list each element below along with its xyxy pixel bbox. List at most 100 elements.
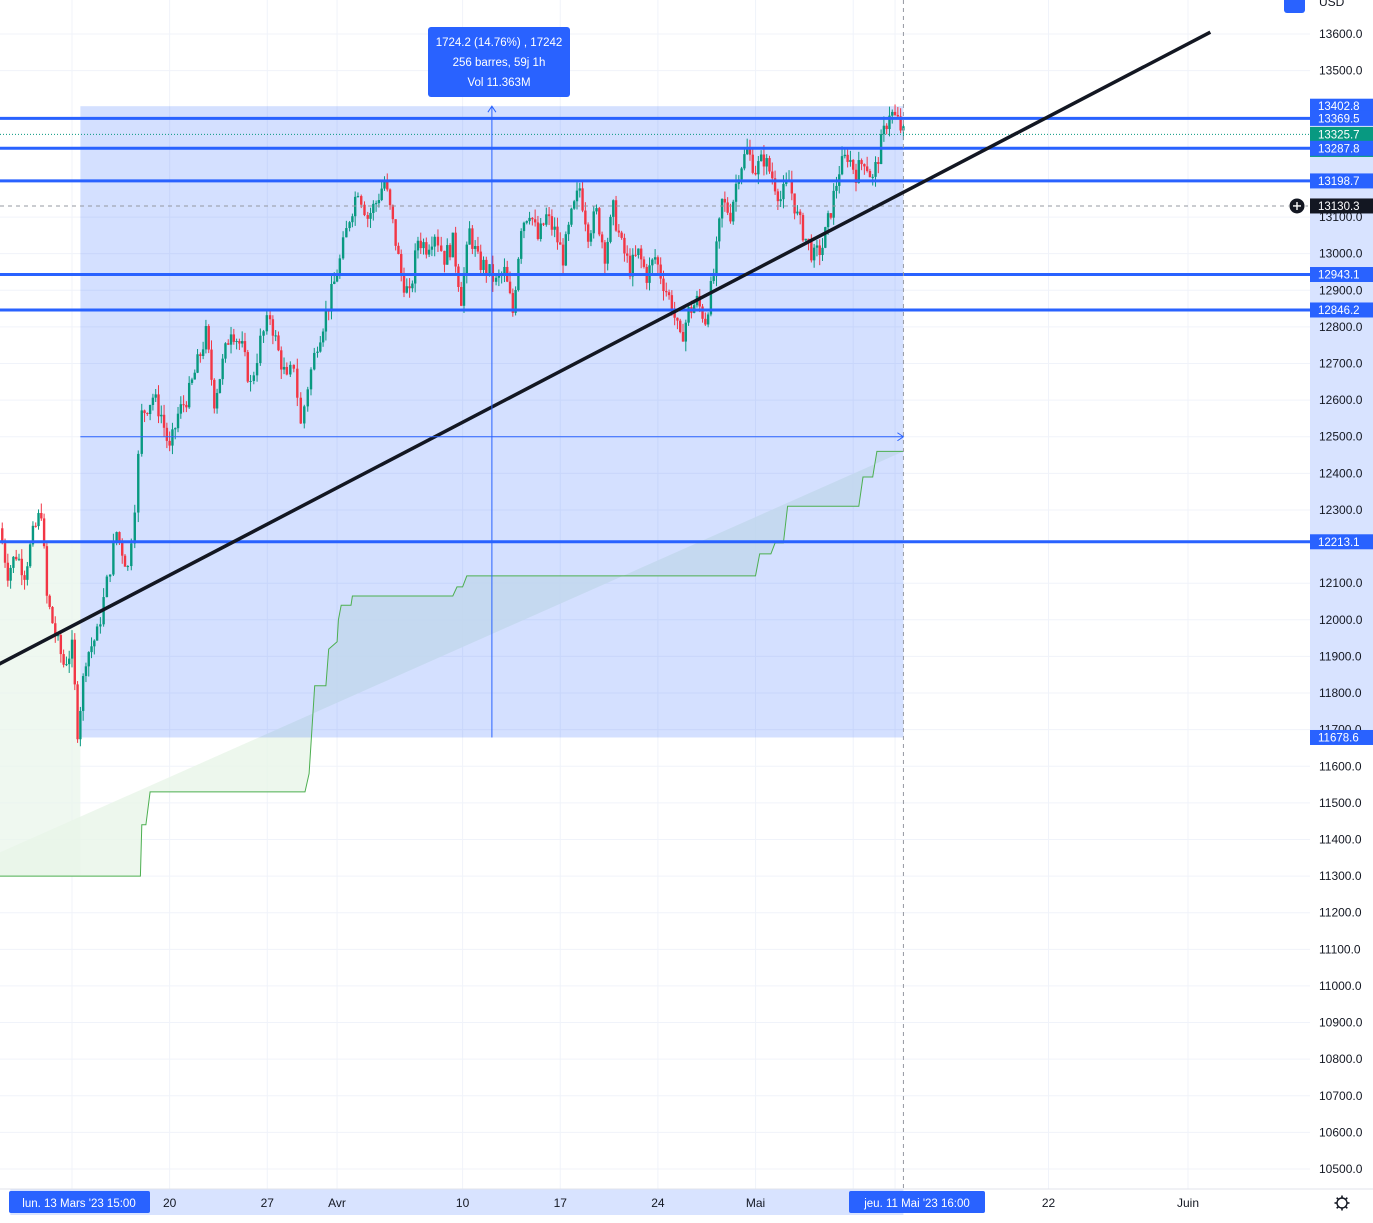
price-tick-label: 12600.0 (1319, 393, 1363, 407)
candle-body (748, 148, 752, 155)
candle-body (408, 286, 411, 289)
candle-body (479, 251, 482, 270)
candle-body (793, 193, 796, 214)
candle-body (893, 111, 897, 115)
candle-body (246, 352, 249, 382)
candle-body (612, 200, 615, 217)
candle-body (570, 208, 573, 225)
candle-body (215, 392, 219, 409)
candle-body (642, 259, 646, 267)
start-date-tag (9, 1191, 150, 1213)
candle-body (531, 217, 534, 220)
price-tag-label: 13402.8 (1318, 101, 1360, 113)
candle-body (656, 257, 660, 265)
candle-body (229, 334, 233, 345)
camera-button[interactable] (1284, 0, 1305, 13)
candle-body (394, 219, 397, 246)
settings-gear-icon[interactable] (1334, 1195, 1350, 1211)
candle-body (578, 188, 581, 191)
candle-body (108, 574, 112, 577)
price-tags: 13402.813369.513325.703:40:5113287.81319… (1288, 98, 1373, 745)
candle-body (525, 221, 528, 223)
candle-body (303, 406, 306, 424)
price-tick-label: 12800.0 (1319, 320, 1363, 334)
candle-body (59, 635, 63, 655)
candle-body (860, 160, 863, 165)
candle-body (112, 542, 115, 575)
candle-body (345, 228, 348, 238)
candle-body (460, 286, 463, 306)
candle-body (157, 394, 160, 417)
candle-body (443, 250, 446, 265)
candle-body (201, 349, 205, 356)
candle-body (673, 311, 676, 318)
candle-body (433, 236, 436, 247)
candle-body (369, 212, 372, 219)
chart-controls[interactable] (1284, 0, 1350, 1211)
trendline[interactable] (0, 30, 1212, 693)
candle-body (430, 246, 434, 250)
time-axis[interactable]: lun. 13 Mars '23 15:002027Avr101724Mai8j… (0, 1188, 1373, 1223)
candle-body (491, 264, 495, 282)
candle-body (285, 366, 289, 375)
candle-body (42, 518, 46, 547)
candle-body (213, 379, 216, 409)
price-axis[interactable]: 13600.0 13500.0 13100.0 13000.0 12900.0 12800… (1310, 0, 1373, 1189)
price-tick-label: 11200.0 (1319, 906, 1362, 920)
candle-body (37, 513, 40, 527)
candle-body (187, 382, 191, 408)
candle-body (665, 291, 668, 293)
horizontal-levels[interactable] (0, 0, 1310, 1189)
candle-body (779, 199, 782, 202)
candle-body (196, 354, 199, 373)
time-tick-label: 17 (554, 1196, 568, 1210)
candle-body (12, 556, 15, 568)
gear-tooth (1336, 1205, 1340, 1209)
candle-body (768, 158, 771, 172)
step-line (0, 450, 904, 877)
candle-body (402, 275, 406, 293)
candle-body (351, 216, 354, 223)
step-line-indicator (0, 450, 904, 877)
candle-body (240, 341, 244, 344)
candle-body (31, 525, 35, 545)
candle-body (701, 306, 704, 319)
candle-body (547, 214, 551, 217)
candle-body (309, 369, 313, 390)
candle-body (559, 242, 562, 245)
candle-body (9, 567, 12, 581)
candle-body (397, 245, 400, 255)
end-date-label: jeu. 11 Mai '23 16:00 (863, 1198, 970, 1210)
candle-body (146, 413, 149, 415)
candle-body (425, 242, 428, 255)
candle-body (468, 228, 471, 245)
end-date-tag (849, 1191, 985, 1213)
candle-body (854, 169, 858, 183)
candle-body (176, 413, 180, 429)
time-tick-label: 20 (163, 1196, 177, 1210)
price-tick-label: 13600.0 (1319, 27, 1363, 41)
price-tag-label: 12213.1 (1318, 537, 1360, 549)
candle-body (391, 205, 395, 220)
candle-body (488, 264, 491, 274)
candle-body (592, 211, 595, 234)
price-tick-label: 12900.0 (1319, 283, 1363, 297)
candle-body (796, 211, 799, 214)
step-shade-area (0, 451, 904, 877)
candle-body (388, 189, 392, 206)
candle-body (556, 226, 559, 243)
candle-body (360, 196, 363, 205)
candle-body (454, 232, 457, 267)
candle-body (586, 224, 590, 242)
candle-body (324, 310, 328, 332)
trendline-segment[interactable] (0, 30, 1212, 693)
candle-body (193, 372, 196, 380)
candle-body (243, 341, 247, 353)
candle-body (65, 664, 68, 666)
candle-body (679, 320, 682, 332)
candle-body (81, 676, 85, 711)
candle-body (416, 240, 420, 251)
price-tick-label: 13500.0 (1319, 64, 1363, 78)
price-tick-label: 12500.0 (1319, 430, 1363, 444)
